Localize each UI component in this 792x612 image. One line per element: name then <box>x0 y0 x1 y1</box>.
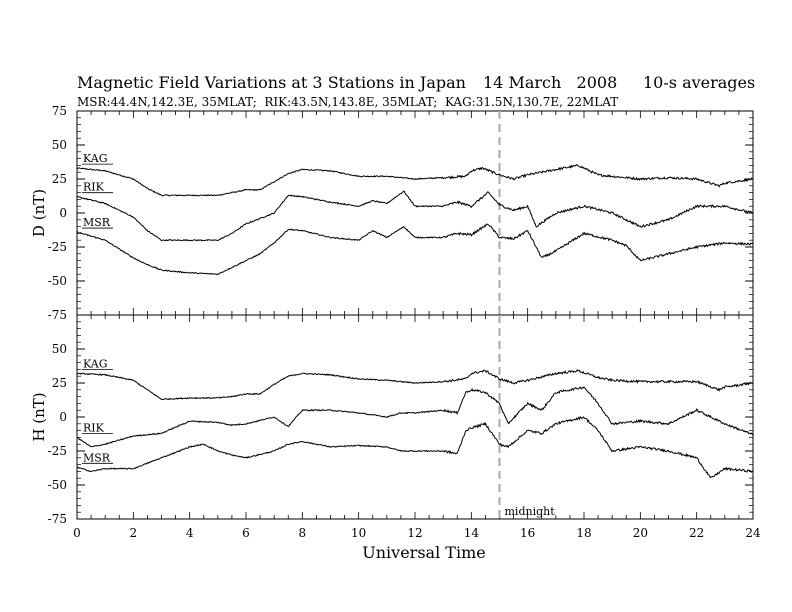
x-tick-label: 24 <box>745 526 761 540</box>
x-axis-label: Universal Time <box>362 543 485 562</box>
h-panel-frame <box>76 314 754 520</box>
d-axis-label: D (nT) <box>30 189 48 237</box>
d-series-kag <box>76 164 753 197</box>
x-tick-label: 16 <box>520 526 535 540</box>
d-y-tick-label: 75 <box>52 104 67 118</box>
d-y-tick-label: -50 <box>48 274 67 288</box>
chart-date: 14 March 2008 <box>483 73 617 92</box>
d-panel: 75 50 25 0 -25 -50 -75 KAG RIK MSR <box>48 104 754 322</box>
d-panel-frame <box>76 110 754 316</box>
h-axis-label: H (nT) <box>30 392 48 441</box>
h-series-kag <box>76 369 753 401</box>
h-series-label-rik: RIK <box>83 421 105 434</box>
d-y-tick-label: 50 <box>52 138 67 152</box>
x-tick-label: 18 <box>576 526 591 540</box>
d-series-label-rik: RIK <box>83 181 105 194</box>
d-y-tick-label: -75 <box>48 308 67 322</box>
h-series-label-msr: MSR <box>83 451 111 464</box>
h-series-rik <box>76 386 754 448</box>
d-y-tick-label: -25 <box>48 240 67 254</box>
d-series-msr <box>76 223 754 276</box>
x-tick-label: 10 <box>351 526 366 540</box>
h-y-tick-label: 25 <box>52 376 67 390</box>
d-series-label-kag: KAG <box>83 152 108 165</box>
station-info: MSR:44.4N,142.3E, 35MLAT; RIK:43.5N,143.… <box>77 95 618 109</box>
h-y-tick-label: 0 <box>59 410 67 424</box>
x-tick-label: 0 <box>73 526 81 540</box>
d-series-rik <box>76 190 754 242</box>
x-tick-label: 4 <box>186 526 194 540</box>
chart-title: Magnetic Field Variations at 3 Stations … <box>77 73 466 92</box>
x-tick-label: 8 <box>299 526 307 540</box>
d-series-label-msr: MSR <box>83 216 111 229</box>
h-y-tick-label: -25 <box>48 444 67 458</box>
x-tick-label: 12 <box>407 526 422 540</box>
h-y-tick-label: -50 <box>48 478 67 492</box>
x-tick-label: 2 <box>130 526 138 540</box>
h-series-msr <box>76 416 754 479</box>
h-y-tick-label: 50 <box>52 342 67 356</box>
chart-averages: 10-s averages <box>643 73 755 92</box>
x-tick-label: 14 <box>464 526 480 540</box>
d-y-tick-label: 0 <box>59 206 67 220</box>
midnight-annotation: midnight <box>505 505 556 518</box>
x-tick-label: 6 <box>242 526 250 540</box>
d-y-tick-label: 25 <box>52 172 67 186</box>
h-series-label-kag: KAG <box>83 357 108 370</box>
x-tick-label: 22 <box>689 526 704 540</box>
h-y-tick-label: -75 <box>48 512 67 526</box>
x-tick-label: 20 <box>633 526 648 540</box>
